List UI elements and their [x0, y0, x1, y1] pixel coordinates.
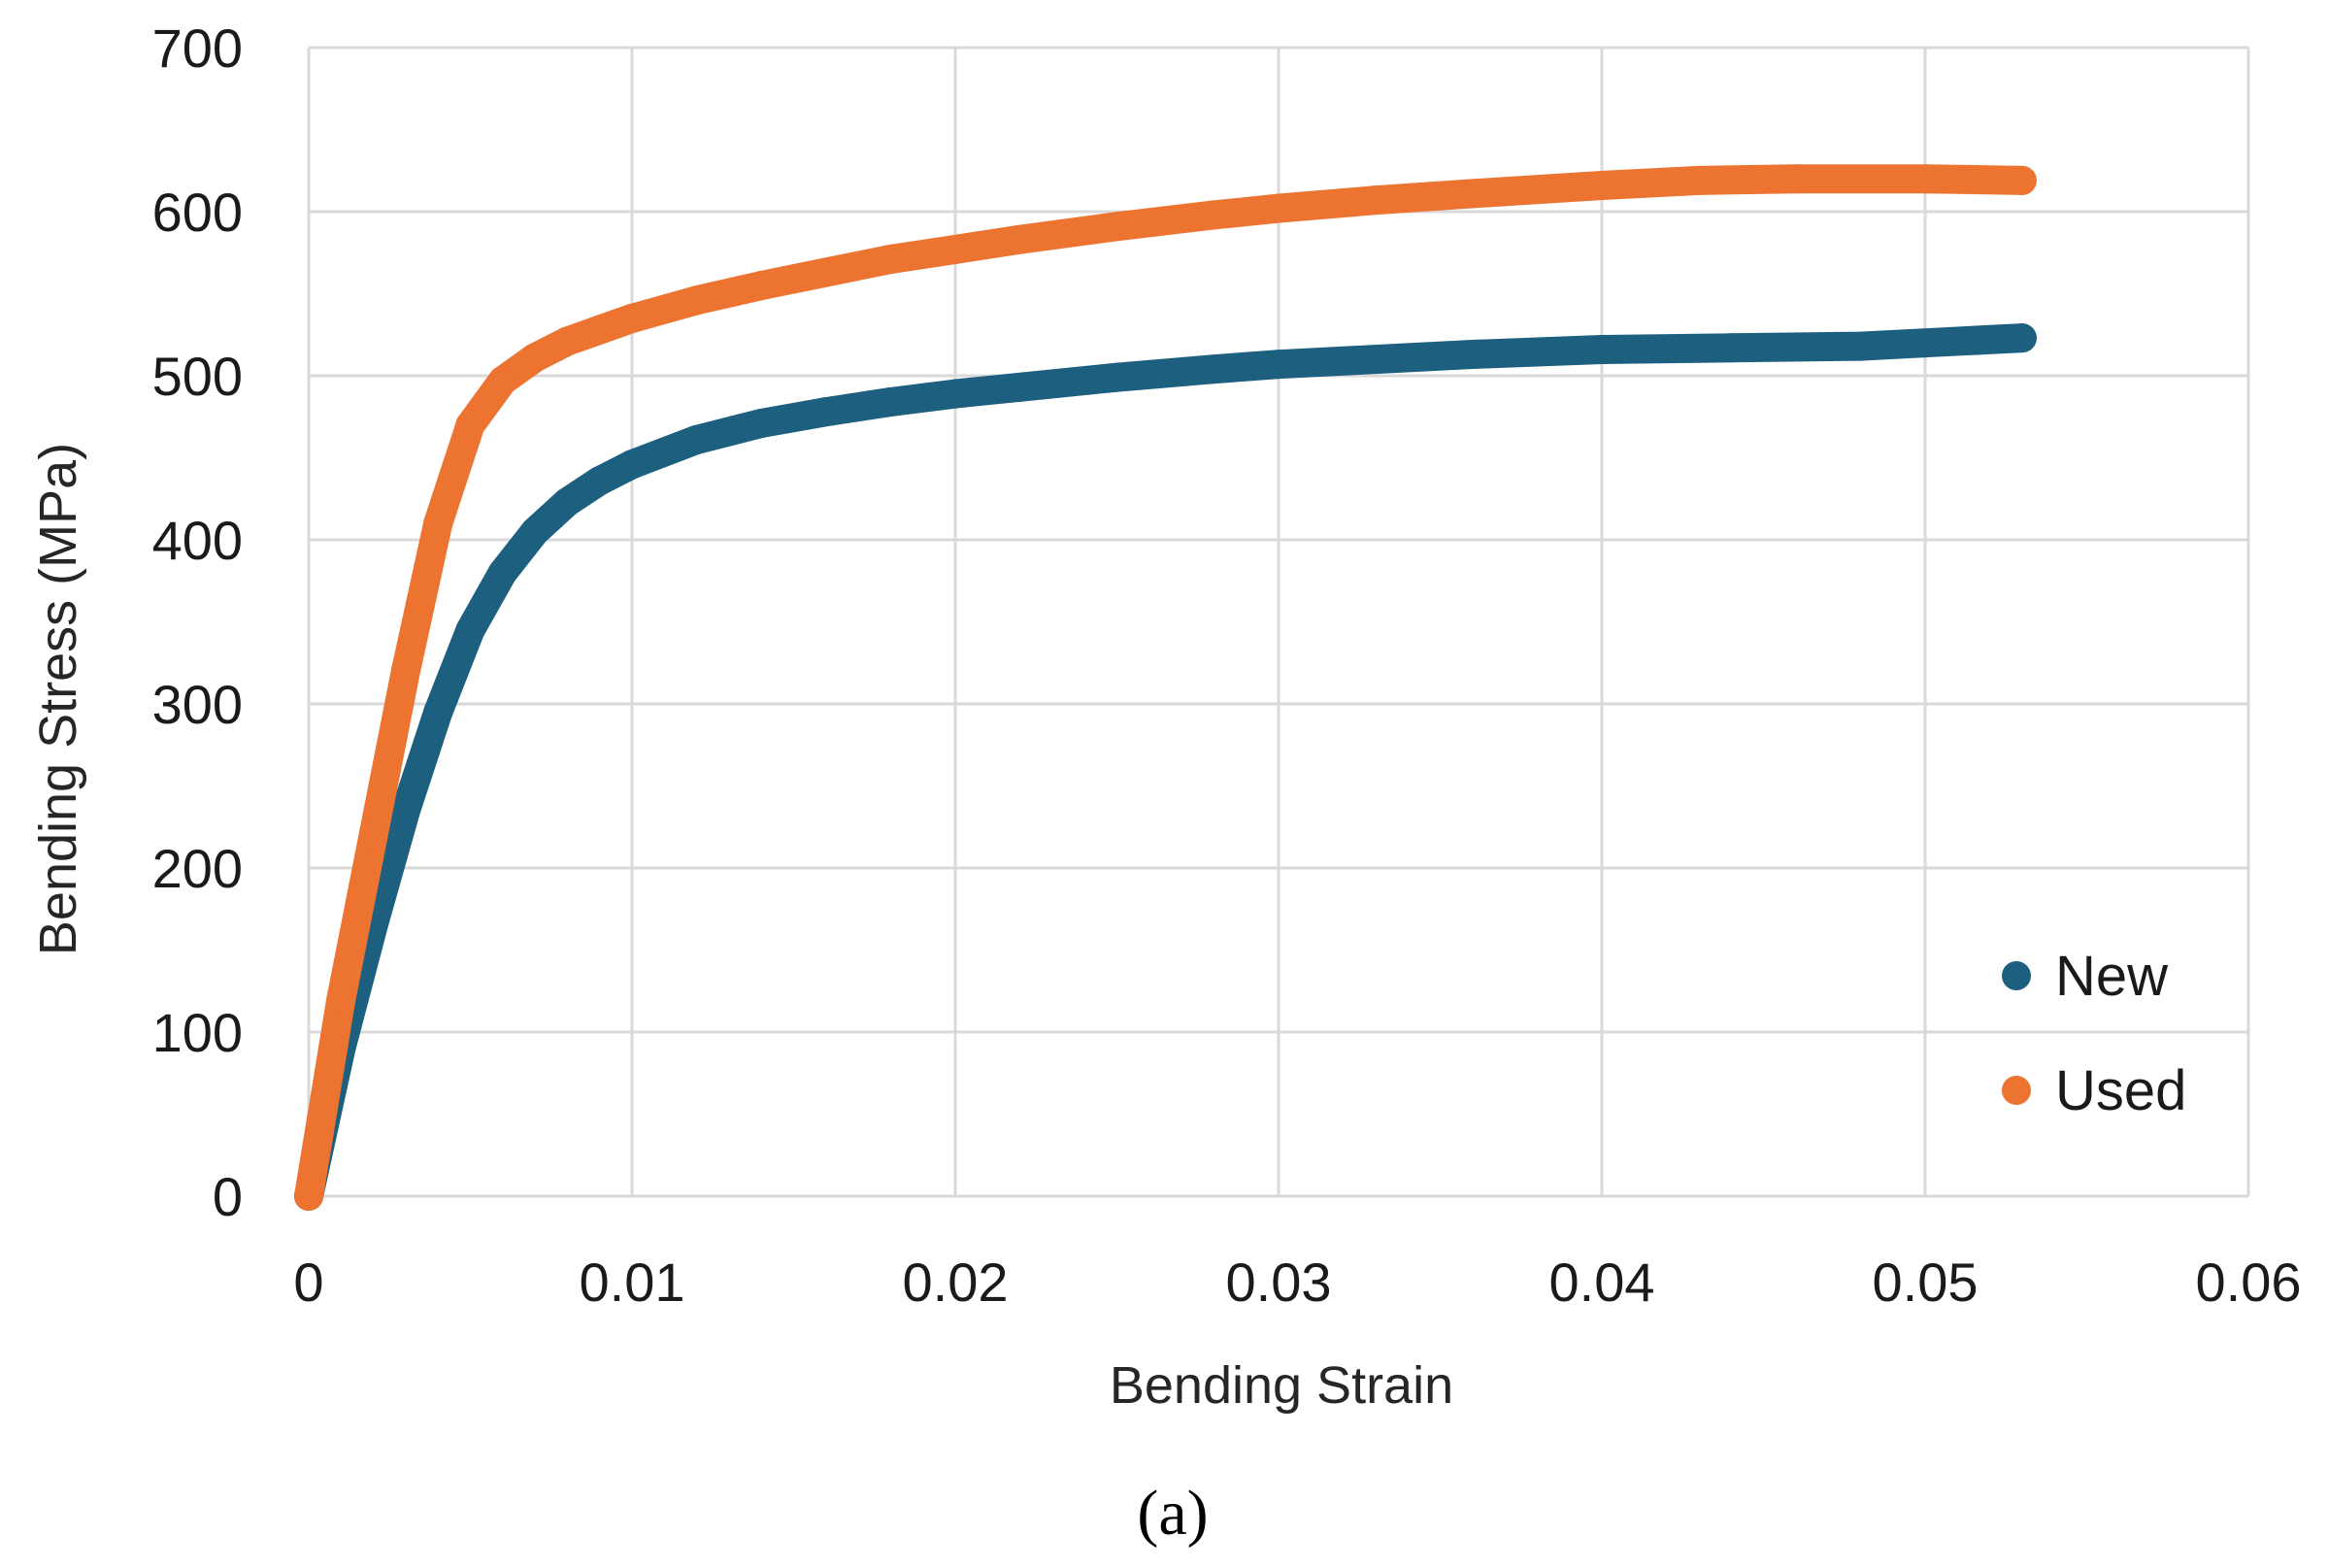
data-point	[1102, 212, 1132, 242]
data-point	[2007, 165, 2037, 195]
data-point	[876, 245, 906, 275]
data-point	[552, 326, 582, 356]
x-tick-label: 0.06	[2196, 1251, 2302, 1313]
x-axis-ticks: 0 0.01 0.02 0.03 0.04 0.05 0.06	[293, 1251, 2301, 1313]
data-point	[1102, 362, 1132, 392]
data-point	[1264, 193, 1293, 223]
y-tick-label: 500	[152, 346, 243, 407]
data-point	[2007, 323, 2037, 353]
data-point	[1360, 185, 1390, 216]
data-point	[1360, 345, 1390, 375]
x-tick-label: 0.01	[580, 1251, 685, 1313]
figure-caption: (a)	[1137, 1478, 1208, 1549]
data-point	[455, 615, 485, 645]
data-point	[747, 271, 777, 301]
data-point	[1457, 340, 1487, 370]
data-point	[1780, 164, 1811, 194]
data-point	[584, 466, 615, 496]
series-new	[294, 323, 2037, 1211]
y-tick-label: 200	[152, 838, 243, 899]
series-line	[294, 323, 2037, 1211]
data-point	[682, 285, 712, 316]
data-point	[358, 820, 388, 851]
x-tick-label: 0.04	[1549, 1251, 1655, 1313]
data-point	[1587, 334, 1616, 364]
data-point	[552, 487, 582, 517]
data-point	[1846, 331, 1876, 361]
data-point	[617, 303, 647, 333]
data-point	[1199, 200, 1229, 230]
data-point	[1716, 333, 1746, 363]
legend-marker-new	[2002, 961, 2031, 990]
data-point	[487, 366, 517, 396]
data-point	[747, 409, 777, 439]
data-point	[1199, 354, 1229, 384]
data-point	[326, 984, 356, 1015]
data-point	[1683, 165, 1713, 195]
data-point	[1457, 179, 1487, 209]
y-tick-label: 100	[152, 1002, 243, 1063]
data-point	[1911, 164, 1940, 194]
x-tick-label: 0.03	[1226, 1251, 1332, 1313]
data-point	[294, 1182, 323, 1211]
series-layer	[294, 164, 2037, 1211]
x-tick-label: 0	[293, 1251, 323, 1313]
data-point	[617, 450, 647, 480]
x-axis-title: Bending Strain	[1110, 1356, 1453, 1415]
data-point	[390, 656, 420, 686]
data-point	[811, 257, 841, 287]
data-point	[682, 424, 712, 454]
legend: New Used	[2002, 945, 2186, 1122]
data-point	[1005, 224, 1035, 254]
series-used	[294, 164, 2037, 1211]
data-point	[941, 379, 970, 409]
data-point	[811, 397, 841, 427]
y-tick-label: 600	[152, 182, 243, 243]
data-point	[1911, 328, 1940, 358]
y-tick-label: 300	[152, 674, 243, 735]
data-point	[423, 509, 453, 539]
data-point	[487, 557, 517, 587]
data-point	[584, 315, 615, 345]
legend-label-used: Used	[2055, 1059, 2186, 1122]
y-tick-label: 0	[213, 1166, 243, 1227]
y-axis-ticks: 0 100 200 300 400 500 600 700	[152, 17, 243, 1227]
y-axis-title: Bending Stress (MPa)	[29, 443, 87, 955]
data-point	[390, 795, 420, 825]
y-tick-label: 400	[152, 510, 243, 571]
data-point	[876, 387, 906, 417]
y-tick-label: 700	[152, 17, 243, 79]
x-tick-label: 0.02	[903, 1251, 1009, 1313]
x-tick-label: 0.05	[1873, 1251, 1979, 1313]
data-point	[941, 234, 970, 264]
data-point	[1005, 372, 1035, 402]
data-point	[1587, 170, 1616, 200]
data-point	[520, 517, 550, 547]
legend-marker-used	[2002, 1076, 2031, 1105]
data-point	[455, 410, 485, 440]
data-point	[520, 343, 550, 373]
data-point	[1264, 350, 1293, 380]
data-point	[423, 697, 453, 727]
legend-label-new: New	[2055, 945, 2169, 1008]
